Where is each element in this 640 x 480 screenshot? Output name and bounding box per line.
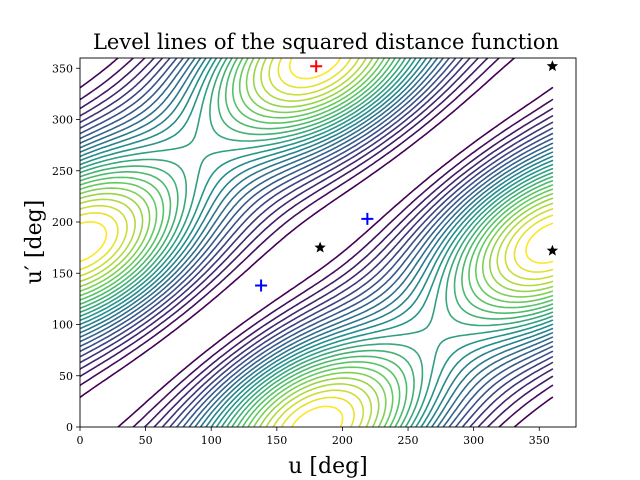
contour-level-line	[80, 58, 554, 427]
contour-level-line	[80, 58, 554, 427]
plus-marker	[255, 279, 268, 292]
star-marker	[546, 244, 559, 256]
x-tick-label: 150	[266, 434, 287, 447]
contour-level-line	[80, 58, 554, 427]
y-tick-label: 250	[52, 165, 73, 178]
y-tick-label: 350	[52, 62, 73, 75]
star-marker	[546, 60, 559, 72]
x-tick-label: 300	[463, 434, 484, 447]
x-tick-label: 250	[398, 434, 419, 447]
x-tick-label: 0	[77, 434, 84, 447]
contour-level-line	[80, 58, 554, 427]
y-axis-ticks: 0 50 100 150 200 250 300 350	[52, 62, 80, 434]
contour-level-line	[80, 58, 554, 427]
chart-title: Level lines of the squared distance func…	[93, 30, 559, 54]
y-tick-label: 100	[52, 319, 73, 332]
x-tick-label: 100	[201, 434, 222, 447]
contour-level-line	[80, 58, 554, 427]
y-tick-label: 50	[59, 370, 73, 383]
plot-frame	[79, 57, 577, 428]
contour-level-line	[80, 58, 554, 427]
contour-level-line	[80, 58, 554, 427]
contour-level-line	[80, 58, 554, 427]
contour-level-line	[80, 58, 554, 427]
contour-level-line	[80, 58, 554, 427]
y-tick-label: 0	[66, 421, 73, 434]
contour-level-line	[80, 58, 554, 427]
y-tick-label: 150	[52, 267, 73, 280]
contour-level-line	[80, 58, 554, 427]
contour-level-line	[80, 58, 554, 427]
star-marker	[314, 241, 326, 253]
x-tick-label: 50	[139, 434, 153, 447]
contour-lines	[80, 58, 554, 427]
contour-level-line	[80, 58, 554, 427]
contour-level-line	[80, 58, 554, 427]
contour-level-line	[80, 58, 554, 427]
contour-level-line	[80, 58, 554, 427]
y-axis-label: u′ [deg]	[22, 200, 47, 285]
x-tick-label: 350	[529, 434, 550, 447]
contour-level-line	[80, 58, 554, 427]
x-axis-ticks: 0 50 100 150 200 250 300 350	[77, 427, 550, 447]
contour-level-line	[80, 58, 554, 427]
y-tick-label: 200	[52, 216, 73, 229]
plus-marker	[361, 212, 374, 225]
plus-marker	[310, 60, 323, 73]
x-axis-label: u [deg]	[288, 454, 368, 479]
contour-level-line	[80, 58, 554, 427]
y-tick-label: 300	[52, 114, 73, 127]
x-tick-label: 200	[332, 434, 353, 447]
point-markers	[255, 60, 559, 292]
contour-level-line	[80, 58, 554, 427]
